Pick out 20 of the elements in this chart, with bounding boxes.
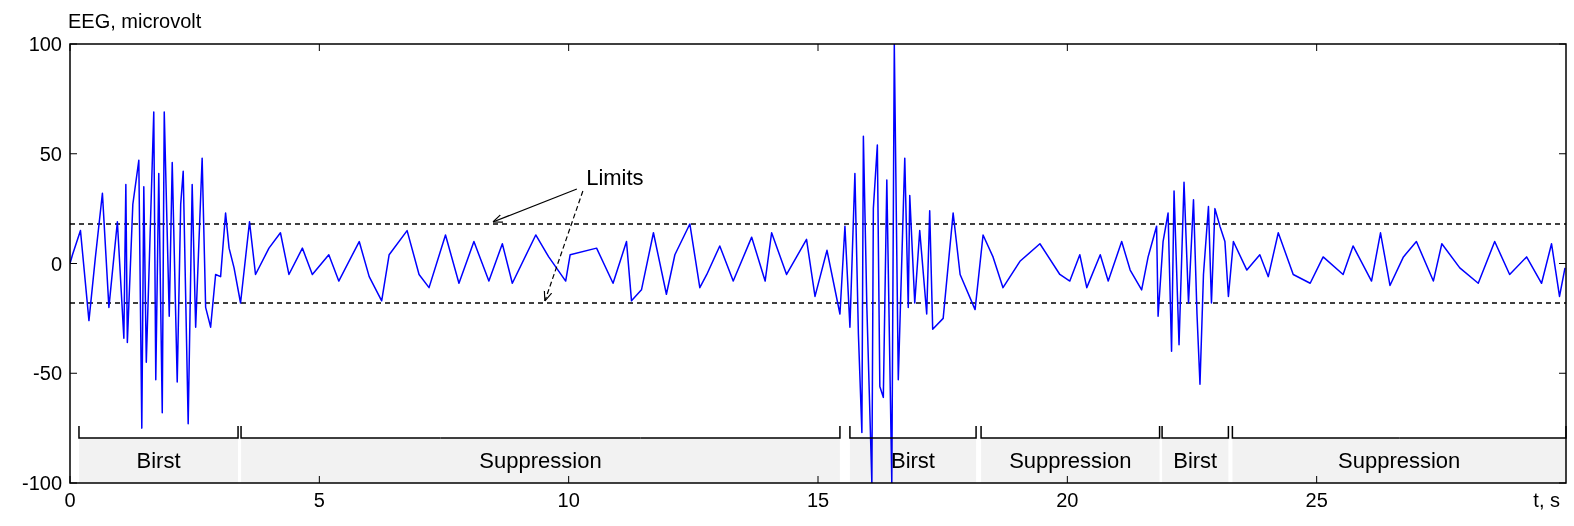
x-tick-label: 5 (313, 489, 325, 511)
y-tick-label: 50 (39, 142, 62, 165)
band-label: Birst (136, 448, 181, 473)
x-tick-label: 10 (557, 489, 580, 511)
y-tick-label: 0 (50, 252, 62, 275)
y-tick-label: -100 (21, 472, 62, 494)
x-tick-label: 25 (1305, 489, 1328, 511)
band-label: Suppression (1009, 448, 1132, 473)
band-label: Suppression (1338, 448, 1461, 473)
x-tick-label: 15 (806, 489, 830, 511)
line-series (70, 44, 1566, 483)
band-label: Birst (1173, 448, 1218, 473)
x-axis-title: t, s (1533, 489, 1560, 511)
annotation: Limits (586, 164, 644, 190)
y-tick-label: 100 (28, 33, 62, 55)
x-tick-label: 20 (1056, 489, 1079, 511)
x-tick-label: 0 (64, 489, 76, 511)
band-label: Suppression (479, 448, 602, 473)
y-tick-label: -50 (33, 362, 62, 385)
y-axis-title: EEG, microvolt (68, 10, 202, 32)
